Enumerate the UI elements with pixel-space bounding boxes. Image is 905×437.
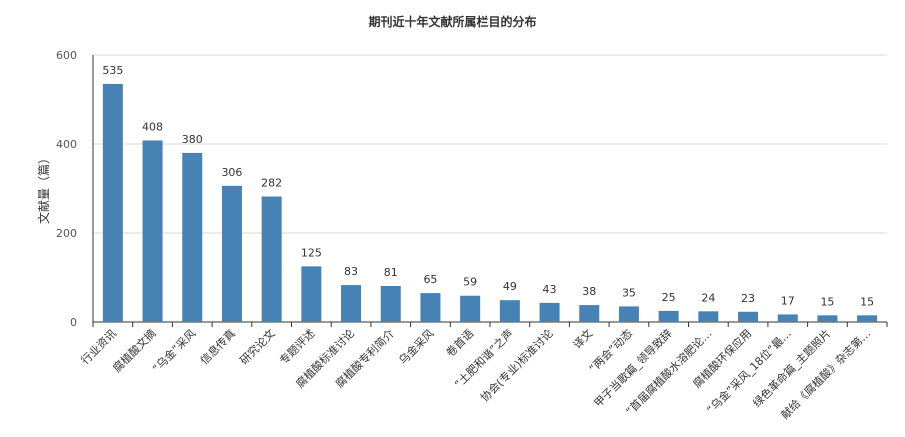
data-label: 49 bbox=[503, 280, 517, 293]
bar bbox=[301, 266, 322, 322]
bar bbox=[738, 311, 759, 322]
data-label: 535 bbox=[102, 64, 123, 77]
axes bbox=[92, 55, 888, 327]
data-label: 380 bbox=[182, 133, 203, 146]
category-label: 乌金采风 bbox=[396, 326, 437, 367]
bar bbox=[539, 302, 560, 322]
bar bbox=[221, 185, 242, 322]
data-label: 23 bbox=[741, 292, 755, 305]
data-label: 125 bbox=[301, 246, 322, 259]
data-label: 65 bbox=[423, 273, 437, 286]
bar bbox=[817, 315, 838, 322]
data-label: 43 bbox=[543, 283, 557, 296]
bar bbox=[182, 152, 203, 322]
category-label: 卷首语 bbox=[443, 326, 476, 359]
bar bbox=[579, 305, 600, 322]
y-tick-label: 200 bbox=[56, 227, 77, 240]
category-label: 协会(专业)标准讨论 bbox=[477, 326, 555, 404]
category-label: 绿色革命篇_主题照片 bbox=[750, 326, 834, 410]
category-label: 信息传真 bbox=[197, 326, 238, 367]
bar bbox=[499, 300, 520, 322]
data-label: 35 bbox=[622, 286, 636, 299]
y-tick-label: 0 bbox=[70, 316, 77, 329]
bar bbox=[460, 295, 481, 322]
data-label: 15 bbox=[820, 295, 834, 308]
bar bbox=[102, 83, 123, 322]
category-label: 行业资讯 bbox=[79, 327, 119, 367]
data-label: 408 bbox=[142, 120, 163, 133]
data-label: 282 bbox=[261, 177, 282, 190]
y-tick-labels: 0 200 400 600 bbox=[56, 49, 77, 329]
category-label: 专题评述 bbox=[276, 326, 317, 367]
data-label: 15 bbox=[860, 295, 874, 308]
bar bbox=[420, 293, 441, 322]
y-axis-label: 文献量（篇） bbox=[36, 152, 51, 224]
bar bbox=[618, 306, 639, 322]
data-label: 81 bbox=[384, 266, 398, 279]
grid-lines bbox=[93, 54, 887, 234]
y-tick-label: 600 bbox=[56, 49, 77, 62]
bar bbox=[658, 310, 679, 322]
data-label: 38 bbox=[582, 285, 596, 298]
bar bbox=[341, 285, 362, 322]
category-label: “乌金”采风 bbox=[149, 326, 198, 375]
bar bbox=[142, 140, 163, 322]
bar bbox=[380, 285, 401, 322]
category-label: 译文 bbox=[570, 326, 595, 351]
category-label: 甲子当歌篇_领导致辞 bbox=[591, 326, 675, 410]
data-label: 24 bbox=[701, 291, 715, 304]
bar bbox=[857, 315, 878, 322]
data-label: 25 bbox=[662, 291, 676, 304]
data-label: 83 bbox=[344, 265, 358, 278]
y-tick-label: 400 bbox=[56, 138, 77, 151]
bar bbox=[261, 196, 282, 322]
data-label: 306 bbox=[221, 166, 242, 179]
bar bbox=[777, 314, 798, 322]
data-labels: 535 408 380 306 282 125 83 81 65 59 49 43 38 35 25 24 23… bbox=[102, 64, 874, 308]
chart-title: 期刊近十年文献所属栏目的分布 bbox=[368, 15, 537, 29]
bars bbox=[102, 83, 878, 322]
category-label: 研究论文 bbox=[237, 326, 278, 367]
data-label: 59 bbox=[463, 276, 477, 289]
data-label: 17 bbox=[781, 294, 795, 307]
bar bbox=[698, 311, 719, 322]
